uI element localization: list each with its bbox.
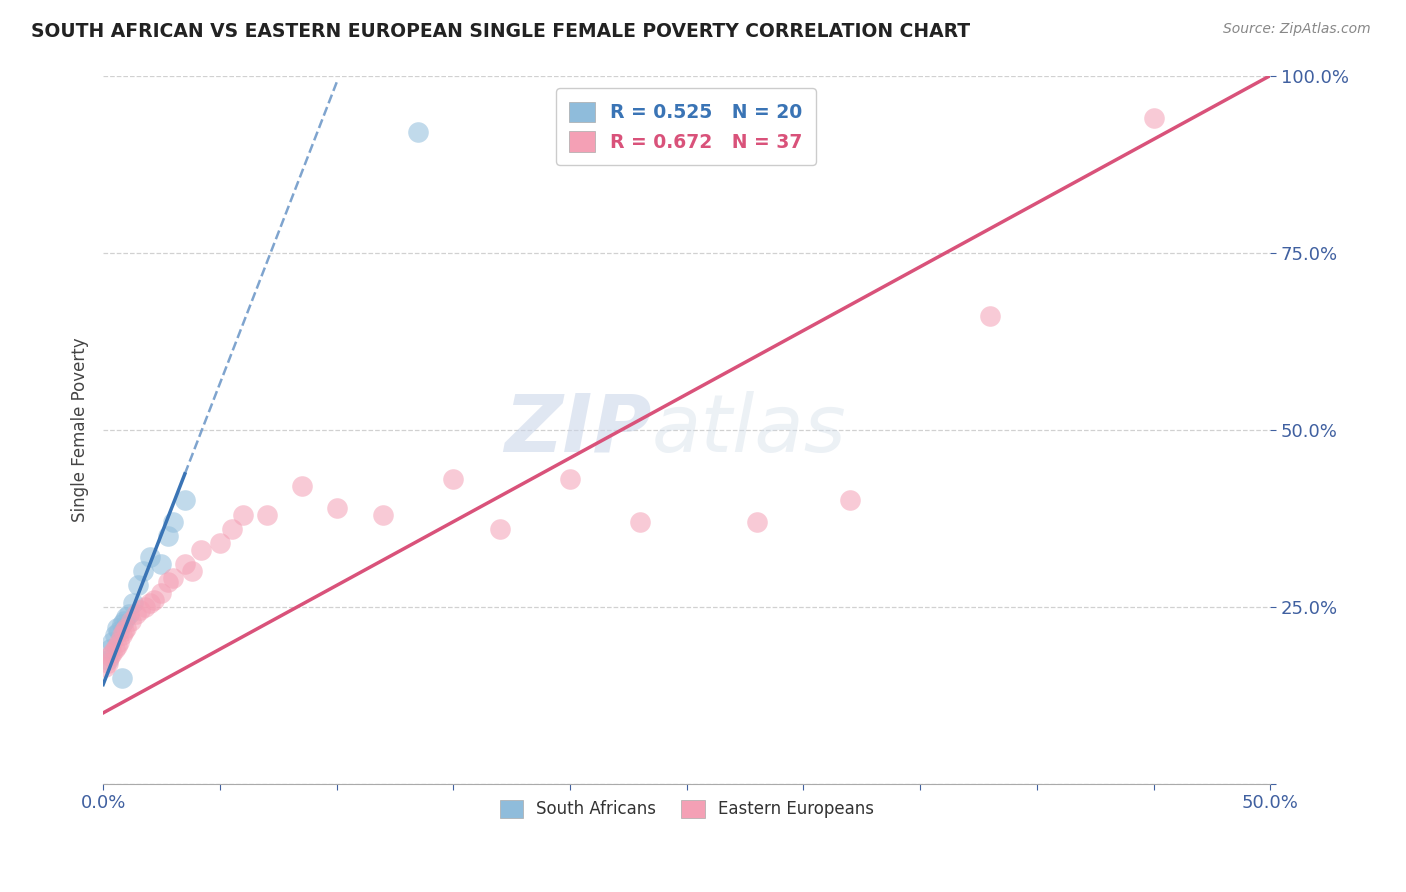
- Point: [558, 472, 581, 486]
- Point: [256, 508, 278, 522]
- Point: [221, 522, 243, 536]
- Point: [112, 614, 135, 628]
- Point: [180, 564, 202, 578]
- Point: [104, 642, 127, 657]
- Point: [104, 628, 127, 642]
- Point: [745, 515, 768, 529]
- Point: [108, 635, 131, 649]
- Point: [112, 624, 135, 639]
- Point: [120, 614, 142, 628]
- Point: [373, 508, 395, 522]
- Point: [839, 493, 862, 508]
- Text: Source: ZipAtlas.com: Source: ZipAtlas.com: [1223, 22, 1371, 37]
- Point: [115, 621, 138, 635]
- Point: [290, 479, 312, 493]
- Point: [232, 508, 254, 522]
- Point: [101, 646, 124, 660]
- Point: [150, 557, 173, 571]
- Point: [98, 649, 121, 664]
- Point: [441, 472, 464, 486]
- Text: ZIP: ZIP: [505, 391, 652, 468]
- Point: [139, 550, 162, 565]
- Point: [134, 599, 156, 614]
- Point: [190, 543, 212, 558]
- Point: [97, 653, 120, 667]
- Point: [127, 578, 149, 592]
- Legend: South Africans, Eastern Europeans: South Africans, Eastern Europeans: [494, 793, 880, 825]
- Point: [108, 624, 131, 639]
- Point: [132, 564, 155, 578]
- Point: [628, 515, 651, 529]
- Point: [979, 310, 1001, 324]
- Point: [157, 574, 180, 589]
- Point: [98, 642, 121, 657]
- Point: [97, 657, 120, 671]
- Point: [489, 522, 512, 536]
- Point: [173, 493, 195, 508]
- Y-axis label: Single Female Poverty: Single Female Poverty: [72, 337, 89, 522]
- Point: [111, 671, 134, 685]
- Point: [94, 660, 117, 674]
- Point: [162, 571, 184, 585]
- Point: [105, 639, 128, 653]
- Point: [105, 621, 128, 635]
- Text: atlas: atlas: [652, 391, 846, 468]
- Point: [139, 596, 162, 610]
- Point: [122, 596, 145, 610]
- Point: [125, 607, 148, 621]
- Point: [118, 607, 141, 621]
- Point: [143, 592, 166, 607]
- Point: [162, 515, 184, 529]
- Point: [111, 617, 134, 632]
- Point: [173, 557, 195, 571]
- Point: [115, 610, 138, 624]
- Point: [129, 603, 152, 617]
- Point: [157, 529, 180, 543]
- Point: [408, 125, 430, 139]
- Point: [1143, 111, 1166, 125]
- Point: [111, 628, 134, 642]
- Point: [325, 500, 347, 515]
- Point: [208, 536, 231, 550]
- Text: SOUTH AFRICAN VS EASTERN EUROPEAN SINGLE FEMALE POVERTY CORRELATION CHART: SOUTH AFRICAN VS EASTERN EUROPEAN SINGLE…: [31, 22, 970, 41]
- Point: [150, 585, 173, 599]
- Point: [101, 635, 124, 649]
